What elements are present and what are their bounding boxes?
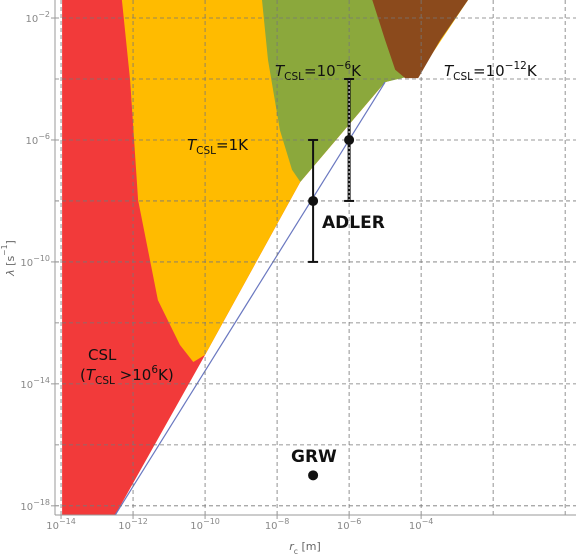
x-axis-label: rc [m] bbox=[289, 540, 321, 555]
text-segment: =1K bbox=[216, 136, 249, 154]
tick-label: 10−14 bbox=[20, 376, 50, 391]
boundary-line bbox=[114, 81, 386, 516]
text-segment: =10 bbox=[473, 62, 505, 80]
text-segment: T bbox=[86, 366, 97, 384]
text-segment: −6 bbox=[336, 60, 352, 72]
text-segment: K bbox=[527, 62, 538, 80]
text-segment: K) bbox=[158, 366, 174, 384]
tick-label: 10−4 bbox=[409, 517, 434, 532]
text-segment: CSL bbox=[95, 375, 115, 387]
region bbox=[372, 0, 468, 79]
text-segment: [m] bbox=[298, 540, 321, 553]
text-segment: [s bbox=[4, 256, 17, 270]
tick-label: 10−8 bbox=[265, 517, 290, 532]
y-axis-label: λ [s−1] bbox=[0, 240, 17, 277]
text-segment: T bbox=[444, 62, 455, 80]
text-segment: 6 bbox=[151, 364, 158, 376]
text-segment: =10 bbox=[304, 62, 336, 80]
text-segment: T bbox=[187, 136, 198, 154]
tick-label: 10−6 bbox=[25, 132, 50, 147]
tick-label: 10−10 bbox=[20, 254, 50, 269]
text-segment: CSL bbox=[453, 71, 473, 83]
text-segment: >10 bbox=[115, 366, 151, 384]
text-segment: CSL bbox=[284, 71, 304, 83]
text-segment: ( bbox=[80, 366, 86, 384]
tick-label: 10−12 bbox=[118, 517, 148, 532]
tick-label: 10−2 bbox=[25, 10, 50, 25]
text-segment: −12 bbox=[505, 60, 527, 72]
point bbox=[344, 134, 355, 145]
text-segment: ] bbox=[4, 240, 17, 244]
tick-label: 10−14 bbox=[46, 517, 76, 532]
region bbox=[121, 0, 469, 362]
text-segment: CSL bbox=[88, 346, 117, 364]
point bbox=[308, 195, 319, 206]
point bbox=[308, 470, 319, 481]
tick-label: 10−18 bbox=[20, 498, 50, 513]
annotation: (TCSL >106K) bbox=[80, 364, 174, 387]
text-segment: CSL bbox=[196, 145, 216, 157]
tick-label: 10−6 bbox=[337, 517, 362, 532]
tick-label: 10−10 bbox=[190, 517, 220, 532]
annotation: CSL bbox=[88, 346, 117, 364]
annotation: TCSL=10−12K bbox=[444, 60, 538, 83]
annotation: TCSL=10−6K bbox=[275, 60, 362, 83]
point-label: GRW bbox=[291, 447, 337, 467]
text-segment: T bbox=[275, 62, 286, 80]
text-segment: λ bbox=[4, 269, 17, 277]
text-segment: K bbox=[351, 62, 362, 80]
text-segment: r bbox=[289, 540, 295, 553]
text-segment: c bbox=[294, 547, 298, 555]
annotation: TCSL=1K bbox=[187, 136, 249, 157]
point-label: ADLER bbox=[322, 213, 385, 233]
text-segment: −1 bbox=[0, 244, 9, 255]
